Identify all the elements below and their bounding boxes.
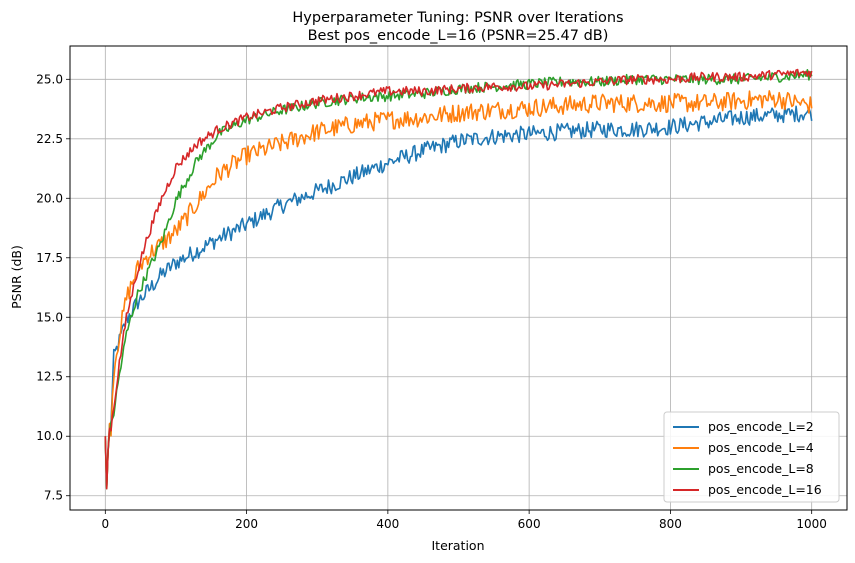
x-tick-label: 400 [376, 517, 399, 531]
y-axis-label: PSNR (dB) [9, 245, 24, 309]
grid-lines [70, 46, 847, 510]
legend-label: pos_encode_L=8 [708, 461, 814, 476]
legend-label: pos_encode_L=16 [708, 482, 822, 497]
series-layer [104, 68, 813, 490]
y-tick-label: 12.5 [36, 370, 63, 384]
series-line-1 [104, 90, 813, 490]
y-tick-label: 15.0 [36, 310, 63, 324]
chart-title: Hyperparameter Tuning: PSNR over Iterati… [292, 10, 623, 26]
x-tick-label: 600 [518, 517, 541, 531]
x-tick-label: 0 [101, 517, 109, 531]
chart-subtitle: Best pos_encode_L=16 (PSNR=25.47 dB) [308, 28, 609, 44]
y-tick-label: 22.5 [36, 132, 63, 146]
legend-label: pos_encode_L=2 [708, 419, 814, 434]
y-tick-label: 7.5 [44, 489, 63, 503]
y-tick-label: 20.0 [36, 191, 63, 205]
x-axis-label: Iteration [431, 538, 484, 553]
x-tick-label: 800 [659, 517, 682, 531]
axis-ticks: 0 200 400 600 800 1000 7.5 10.0 12.5 15.0 17.5 20.0… [36, 72, 827, 531]
y-tick-label: 17.5 [36, 251, 63, 265]
x-tick-label: 1000 [796, 517, 827, 531]
legend-box [663, 411, 840, 503]
y-tick-label: 25.0 [36, 72, 63, 86]
y-tick-label: 10.0 [36, 429, 63, 443]
series-line-0 [104, 105, 813, 488]
legend: pos_encode_L=2 pos_encode_L=4 pos_encode_L… [663, 411, 840, 503]
x-tick-label: 200 [235, 517, 258, 531]
series-line-3 [104, 68, 813, 490]
legend-label: pos_encode_L=4 [708, 440, 814, 455]
plot-area-frame [69, 45, 848, 511]
